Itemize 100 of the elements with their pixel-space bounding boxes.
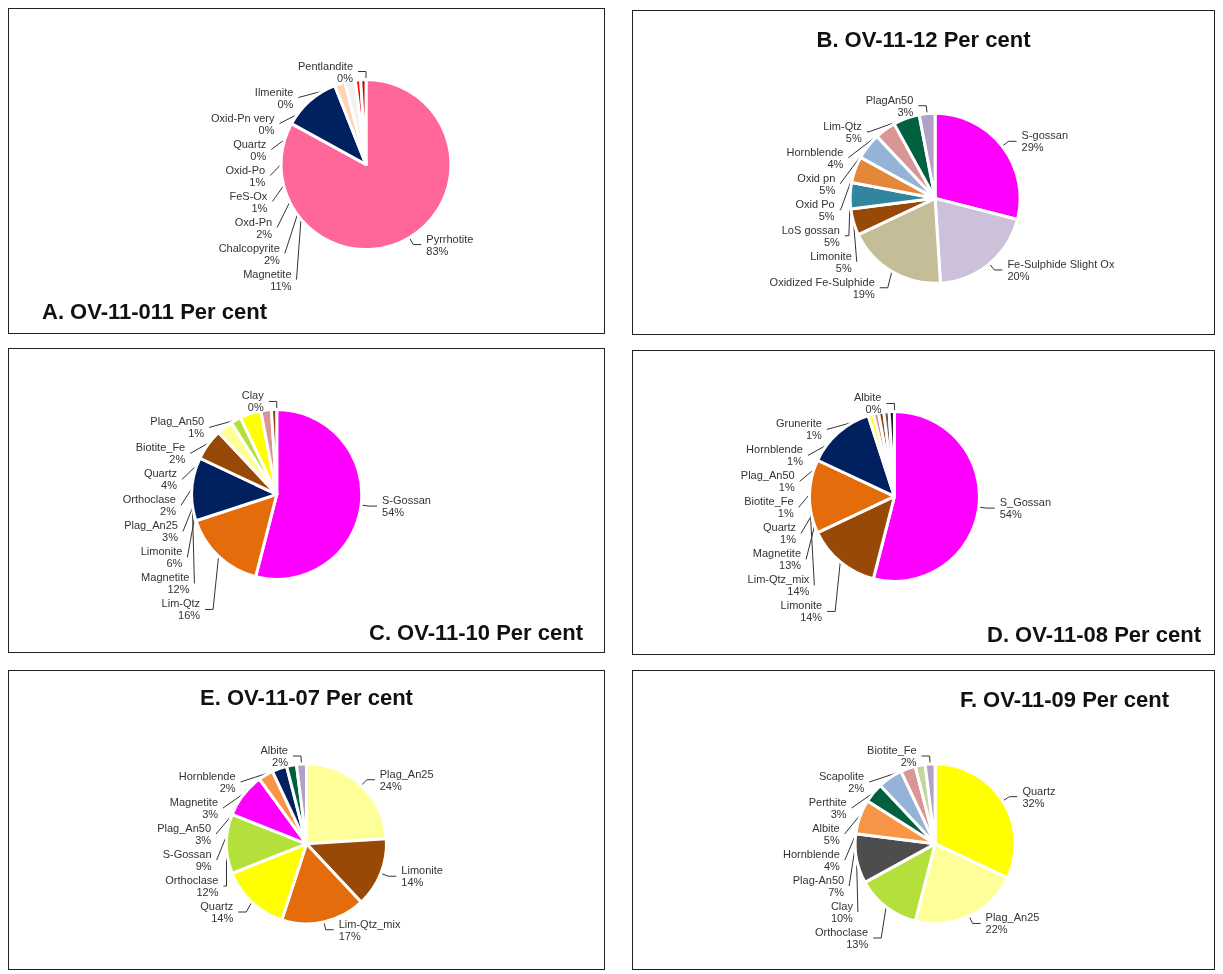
slice-label: Chalcopyrite <box>218 241 280 254</box>
slice-label: Plag_An50 <box>157 822 212 835</box>
slice-label: FeS-Ox <box>229 189 268 202</box>
data-label: 14% <box>211 912 234 925</box>
data-label: 3% <box>162 531 179 544</box>
data-label: 1% <box>780 533 797 546</box>
data-label: 29% <box>1021 141 1044 154</box>
slice-label: Quartz <box>200 900 234 913</box>
data-label: 3% <box>897 105 914 118</box>
chart-title: F. OV-11-09 Per cent <box>959 686 1170 712</box>
data-label: 5% <box>823 235 841 248</box>
data-label: 3% <box>195 834 212 847</box>
category-label: Oxid-Pn very <box>210 111 275 124</box>
slice-label: Hornblende <box>178 770 236 783</box>
data-label: 4% <box>823 860 841 873</box>
data-label: 9% <box>195 860 212 873</box>
data-label: 1% <box>249 175 266 188</box>
data-label: 4% <box>161 479 178 492</box>
slice-label: S_Gossan <box>999 496 1052 509</box>
slice-label: Limonite <box>780 599 823 612</box>
data-label: 11% <box>270 279 292 292</box>
data-label: 1% <box>251 201 268 214</box>
slice-label: S-Gossan <box>162 848 212 861</box>
data-label: 2% <box>256 227 273 240</box>
data-label: 2% <box>169 453 186 466</box>
slice-label: Lim-Qtz_mix <box>338 917 401 930</box>
data-label: 16% <box>178 609 201 622</box>
data-label: 2% <box>160 505 177 518</box>
slice-label: Limonite <box>401 864 443 877</box>
slice-label: Lim-Qtz <box>161 597 201 610</box>
slice-label: Magnetite <box>752 547 802 560</box>
text: 0% <box>258 123 275 136</box>
data-label: 5% <box>818 209 835 222</box>
slice-label: Grunerite <box>775 417 822 430</box>
text: A. OV-11-011 Per cent <box>42 298 268 324</box>
slice-label: Pyrrhotite <box>426 232 474 245</box>
text: C. OV-11-10 Per cent <box>369 619 584 645</box>
data-label: 7% <box>828 886 845 899</box>
slice-label: Scapolite <box>818 770 865 783</box>
slice-label: S-Gossan <box>382 494 431 507</box>
text: 0% <box>865 403 882 416</box>
data-label: 54% <box>382 506 405 519</box>
slice-label: Perthite <box>808 796 847 809</box>
slice-label: Hornblende <box>782 848 840 861</box>
category-label: Ilmenite <box>254 85 294 98</box>
slice-label: PlagAn50 <box>865 93 914 106</box>
data-label: 22% <box>985 923 1008 936</box>
slice-label: Magnetite <box>141 571 190 584</box>
data-label: 4% <box>827 157 844 170</box>
data-label: 5% <box>845 131 862 144</box>
slice-label: Oxd-Pn <box>234 215 273 228</box>
data-label: 14% <box>800 611 823 624</box>
slice-label: Limonite <box>810 249 852 262</box>
data-label: 1% <box>805 429 823 442</box>
slice-label: Quartz <box>1022 784 1056 797</box>
data-label: 20% <box>1007 270 1030 282</box>
data-label: 1% <box>778 481 795 494</box>
slice-label: Albite <box>260 744 288 757</box>
data-label: 19% <box>852 287 875 300</box>
data-label: 2% <box>272 756 289 769</box>
data-label: 1% <box>787 455 804 468</box>
data-label: 3% <box>830 808 847 821</box>
data-label: 14% <box>401 876 424 889</box>
slice-label: Quartz <box>762 521 796 534</box>
slice-label: Magnetite <box>169 796 219 809</box>
data-label: 5% <box>819 183 836 196</box>
data-label: 83% <box>426 244 449 257</box>
data-label: 1% <box>188 427 205 440</box>
text: 0% <box>247 401 264 414</box>
category-label: Pentlandite <box>297 59 353 72</box>
slice-label: Hornblende <box>746 443 803 456</box>
slice-label: Lim-Qtz <box>823 119 862 132</box>
slice-label: Albite <box>812 822 840 835</box>
slice-label: Clay <box>830 900 854 913</box>
slice-label: Oxid Po <box>795 197 835 210</box>
data-label: 14% <box>787 585 810 598</box>
slice-label: Orthoclase <box>122 493 176 506</box>
data-label: 24% <box>379 779 402 792</box>
slice-label: Plag_An25 <box>985 911 1040 924</box>
data-label: 32% <box>1022 796 1045 809</box>
slice-label: Hornblende <box>786 145 844 158</box>
category-label: Clay <box>241 389 264 402</box>
slice-label: LoS gossan <box>781 223 840 236</box>
text: D. OV-11-08 Per cent <box>987 621 1202 647</box>
slice-label: Plag-An50 <box>792 874 845 887</box>
slice-label: Biotite_Fe <box>135 441 186 454</box>
data-label: 54% <box>999 508 1022 521</box>
slice-label: Biotite_Fe <box>867 744 917 757</box>
text: 0% <box>277 97 294 110</box>
data-label: 13% <box>846 938 869 951</box>
data-label: 10% <box>830 912 854 925</box>
data-label: 5% <box>835 261 852 274</box>
data-label: 1% <box>777 507 794 520</box>
category-label: Quartz <box>233 137 267 150</box>
text: 0% <box>337 71 353 84</box>
chart-title: E. OV-11-07 Per cent <box>200 684 414 710</box>
slice-label: Plag_An25 <box>379 767 434 780</box>
slice-label: Magnetite <box>243 267 292 280</box>
data-label: 12% <box>167 583 190 596</box>
slice-label: Lim-Qtz_mix <box>747 573 810 586</box>
